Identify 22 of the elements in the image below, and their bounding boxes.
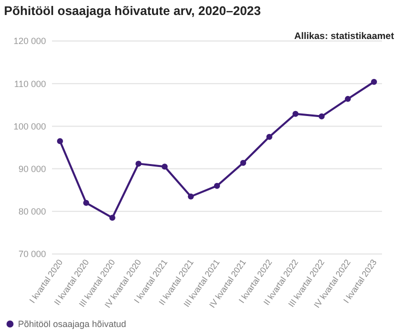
point	[162, 164, 168, 170]
point	[188, 193, 194, 200]
legend-label: Põhitööl osaajaga hõivatud	[18, 319, 126, 330]
chart-title: Põhitööl osaajaga hõivatute arv, 2020–2023	[4, 4, 261, 18]
point	[240, 160, 246, 166]
y-tick-label: 70 000	[18, 249, 46, 260]
y-tick-label: 120 000	[13, 36, 46, 46]
y-tick-label: 110 000	[14, 78, 46, 89]
y-tick-label: 90 000	[18, 164, 46, 174]
point	[109, 214, 116, 221]
point	[136, 160, 142, 167]
y-tick-label: 100 000	[13, 121, 46, 132]
annotation: Allikas: statistikaamet	[294, 31, 395, 42]
y-tick-label: 80 000	[18, 206, 46, 217]
point	[57, 138, 63, 144]
point	[344, 96, 351, 102]
point	[83, 200, 90, 206]
point	[266, 134, 272, 140]
point	[292, 110, 298, 117]
point	[318, 113, 325, 120]
point	[371, 78, 377, 85]
point	[214, 182, 220, 189]
